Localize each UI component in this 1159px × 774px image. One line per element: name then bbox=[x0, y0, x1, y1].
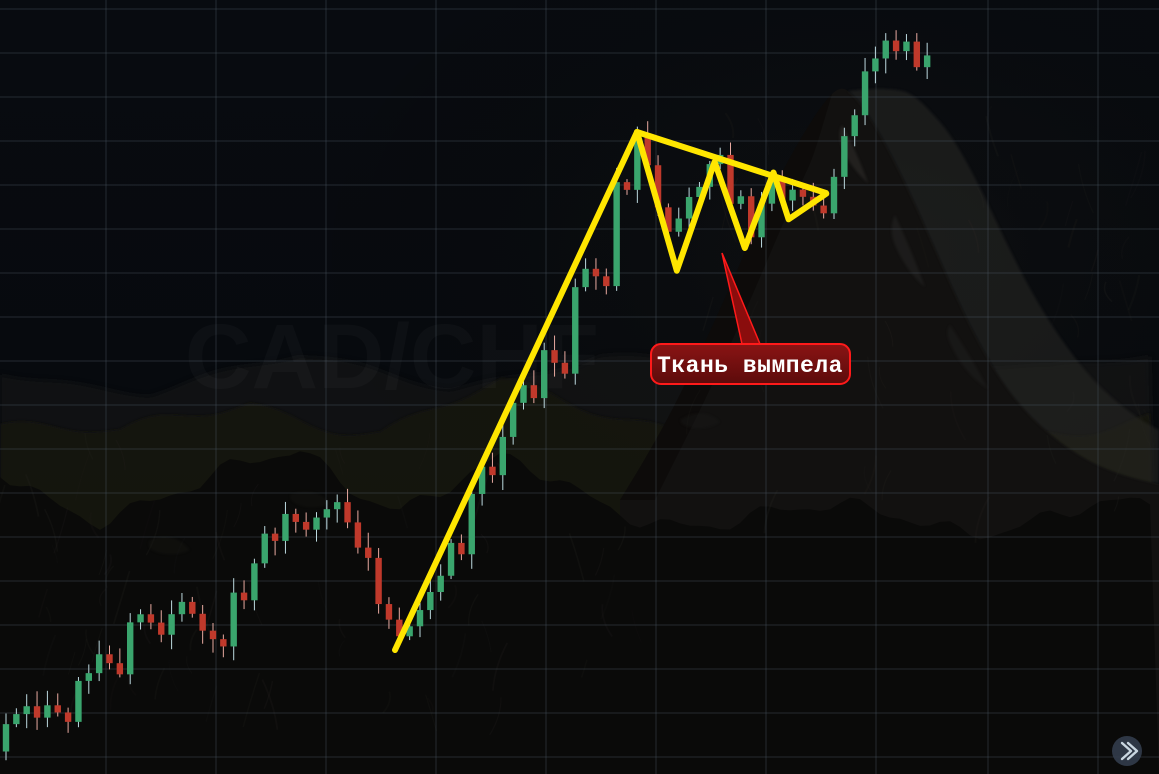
svg-text:Ткань вымпела: Ткань вымпела bbox=[657, 353, 843, 379]
